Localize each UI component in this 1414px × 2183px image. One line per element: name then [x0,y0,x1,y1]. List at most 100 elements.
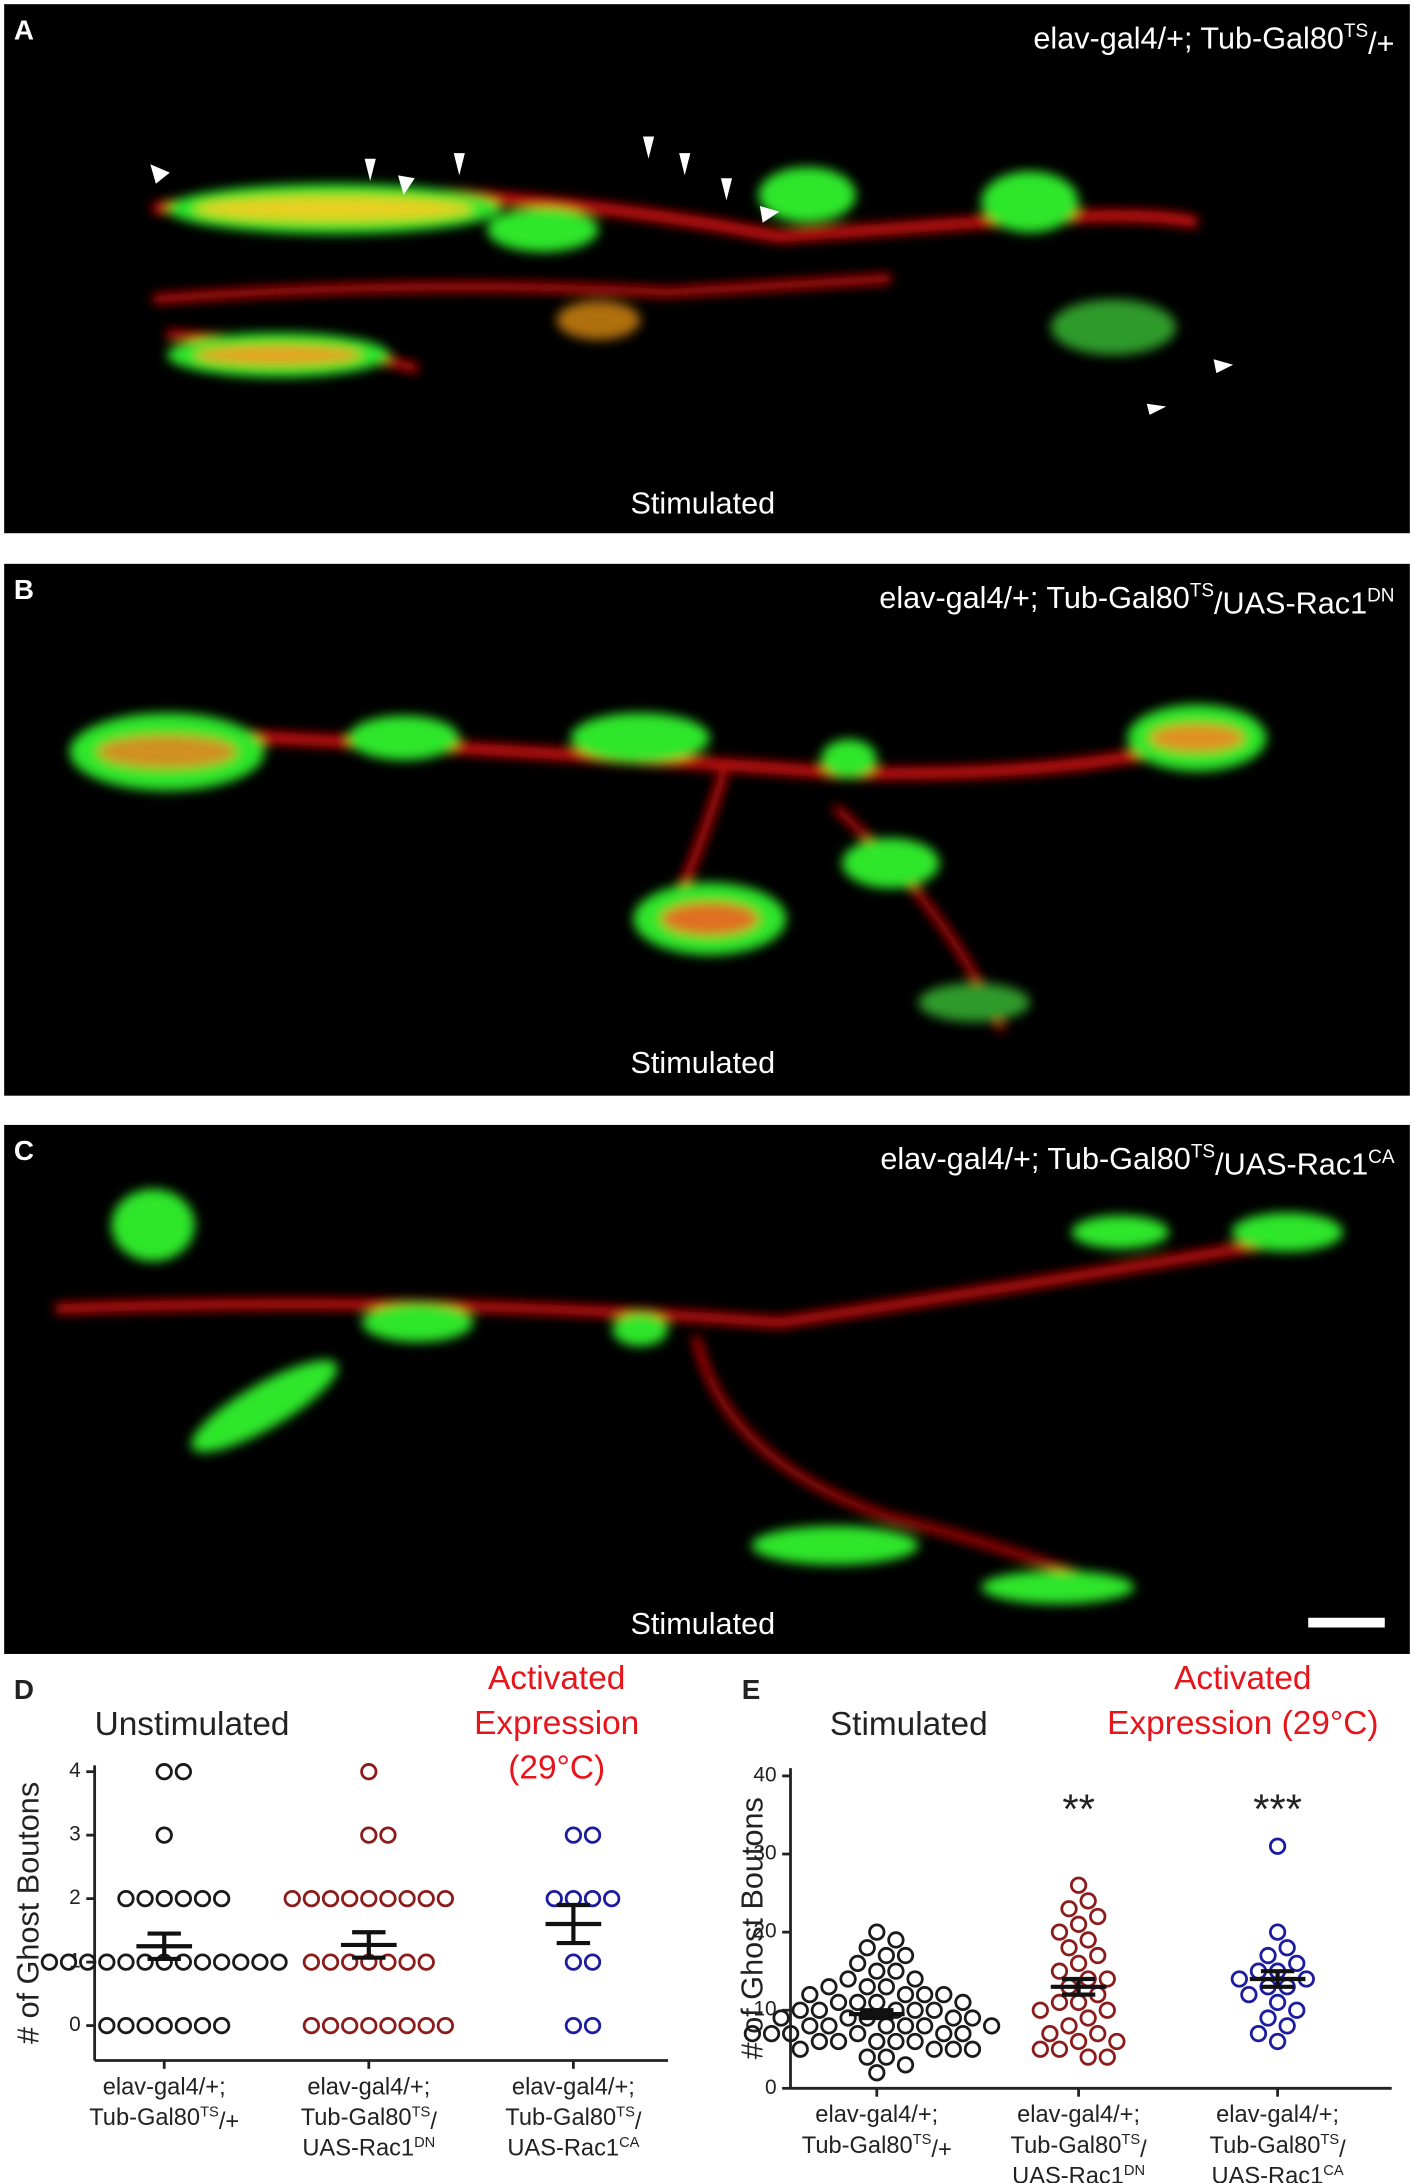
text-run: /UAS-Rac1 [1214,586,1367,620]
data-point [1268,2032,1287,2051]
text-run: elav-gal4/+; [815,2102,938,2128]
superscript: TS [200,2104,219,2120]
data-point [213,1889,231,1908]
data-point [935,1985,953,2004]
text-run: UAS-Rac1 [1012,2164,1124,2183]
x-tick-label: UAS-Rac1CA [507,2135,639,2162]
y-tick-label: 30 [753,1842,776,1865]
data-point [321,2016,340,2035]
significance: *** [1253,1786,1302,1833]
data-point [1041,2025,1059,2043]
data-point [1268,1923,1287,1941]
text-run: UAS-Rac1 [302,2136,414,2162]
data-point [583,1889,602,1908]
data-point [321,1953,340,1971]
data-point [1108,2032,1126,2051]
data-point [174,2016,192,2035]
data-point [341,2016,359,2035]
annotation: (29°C) [508,1749,605,1786]
data-point [1268,1837,1287,1855]
data-point [896,2017,915,2035]
data-point [925,2040,943,2058]
data-point [1050,2040,1069,2058]
chart-title: Unstimulated [95,1706,290,1743]
data-point [174,1889,192,1908]
annotation: Activated [1174,1660,1311,1697]
panel-label: D [14,1674,34,1705]
data-point [1060,1900,1078,1918]
data-point [1089,1946,1107,1965]
text-run: elav-gal4/+; Tub-Gal80 [879,581,1189,615]
text-run: elav-gal4/+; [1017,2102,1140,2128]
text-run: / [430,2109,437,2135]
text-run: elav-gal4/+; [103,2075,226,2101]
significance: ** [1062,1786,1094,1833]
data-point [877,2048,895,2066]
x-tick-label: Tub-Gal80TS/ [505,2104,642,2135]
data-point [1098,1970,1116,1988]
data-point [417,1953,435,1971]
x-tick-label: Tub-Gal80TS/+ [89,2104,239,2135]
data-point [944,2040,962,2058]
data-point [1069,1993,1088,2012]
data-point [583,1953,602,1971]
data-point [302,1889,321,1908]
data-point [963,2009,982,2027]
data-point [791,2040,809,2058]
data-point [251,1953,269,1971]
x-tick-label: elav-gal4/+; [512,2075,635,2101]
data-point [136,1953,154,1971]
data-point [379,2016,397,2035]
data-point [906,2032,924,2051]
data-point [896,2056,915,2074]
panel-caption: Stimulated [631,1607,776,1641]
text-run: /UAS-Rac1 [1215,1147,1368,1181]
annotation: Activated [488,1660,625,1697]
data-point [302,2016,321,2035]
data-point [583,2016,602,2035]
x-tick-label: UAS-Rac1DN [302,2135,435,2162]
x-tick-label: elav-gal4/+; [307,2075,430,2101]
data-point [1288,2001,1306,2019]
data-point [868,1923,886,1941]
text-run: /+ [931,2137,951,2163]
data-point [868,1993,886,2012]
y-tick-label: 3 [69,1823,81,1846]
data-point [155,1763,173,1781]
data-point [1098,2001,1116,2019]
data-point [40,1953,59,1971]
data-point [896,1946,915,1965]
data-point [820,1978,838,1996]
text-run: UAS-Rac1 [1212,2164,1324,2183]
superscript: TS [616,2104,635,2120]
data-point [136,2016,154,2035]
data-point [417,2016,435,2035]
data-point [810,2001,829,2019]
data-point [1079,1892,1097,1910]
chart-title: Stimulated [830,1706,988,1743]
data-point [341,1953,359,1971]
text-run: /+ [1368,27,1394,61]
data-point [829,1993,848,2012]
text-run: Tub-Gal80 [505,2105,616,2131]
data-point [59,1953,78,1971]
data-point [174,1763,192,1781]
panel-title: elav-gal4/+; Tub-Gal80TS/UAS-Rac1CA [880,1142,1394,1182]
text-run: Tub-Gal80 [1011,2133,1122,2159]
annotation: Expression [474,1705,639,1742]
data-point [283,1889,301,1908]
data-point [1268,1993,1287,2012]
text-run: elav-gal4/+; [307,2075,430,2101]
data-point [858,2048,876,2066]
data-point [155,2016,173,2035]
y-tick-label: 40 [753,1763,776,1786]
data-point [436,1889,454,1908]
data-point [801,1985,819,2004]
x-tick-label: Tub-Gal80TS/ [1011,2132,1148,2163]
data-point [1249,2025,1268,2043]
data-point [360,1889,378,1908]
data-point [1069,2032,1088,2051]
x-tick-label: Tub-Gal80TS/ [1210,2132,1347,2163]
data-point [564,1826,583,1844]
